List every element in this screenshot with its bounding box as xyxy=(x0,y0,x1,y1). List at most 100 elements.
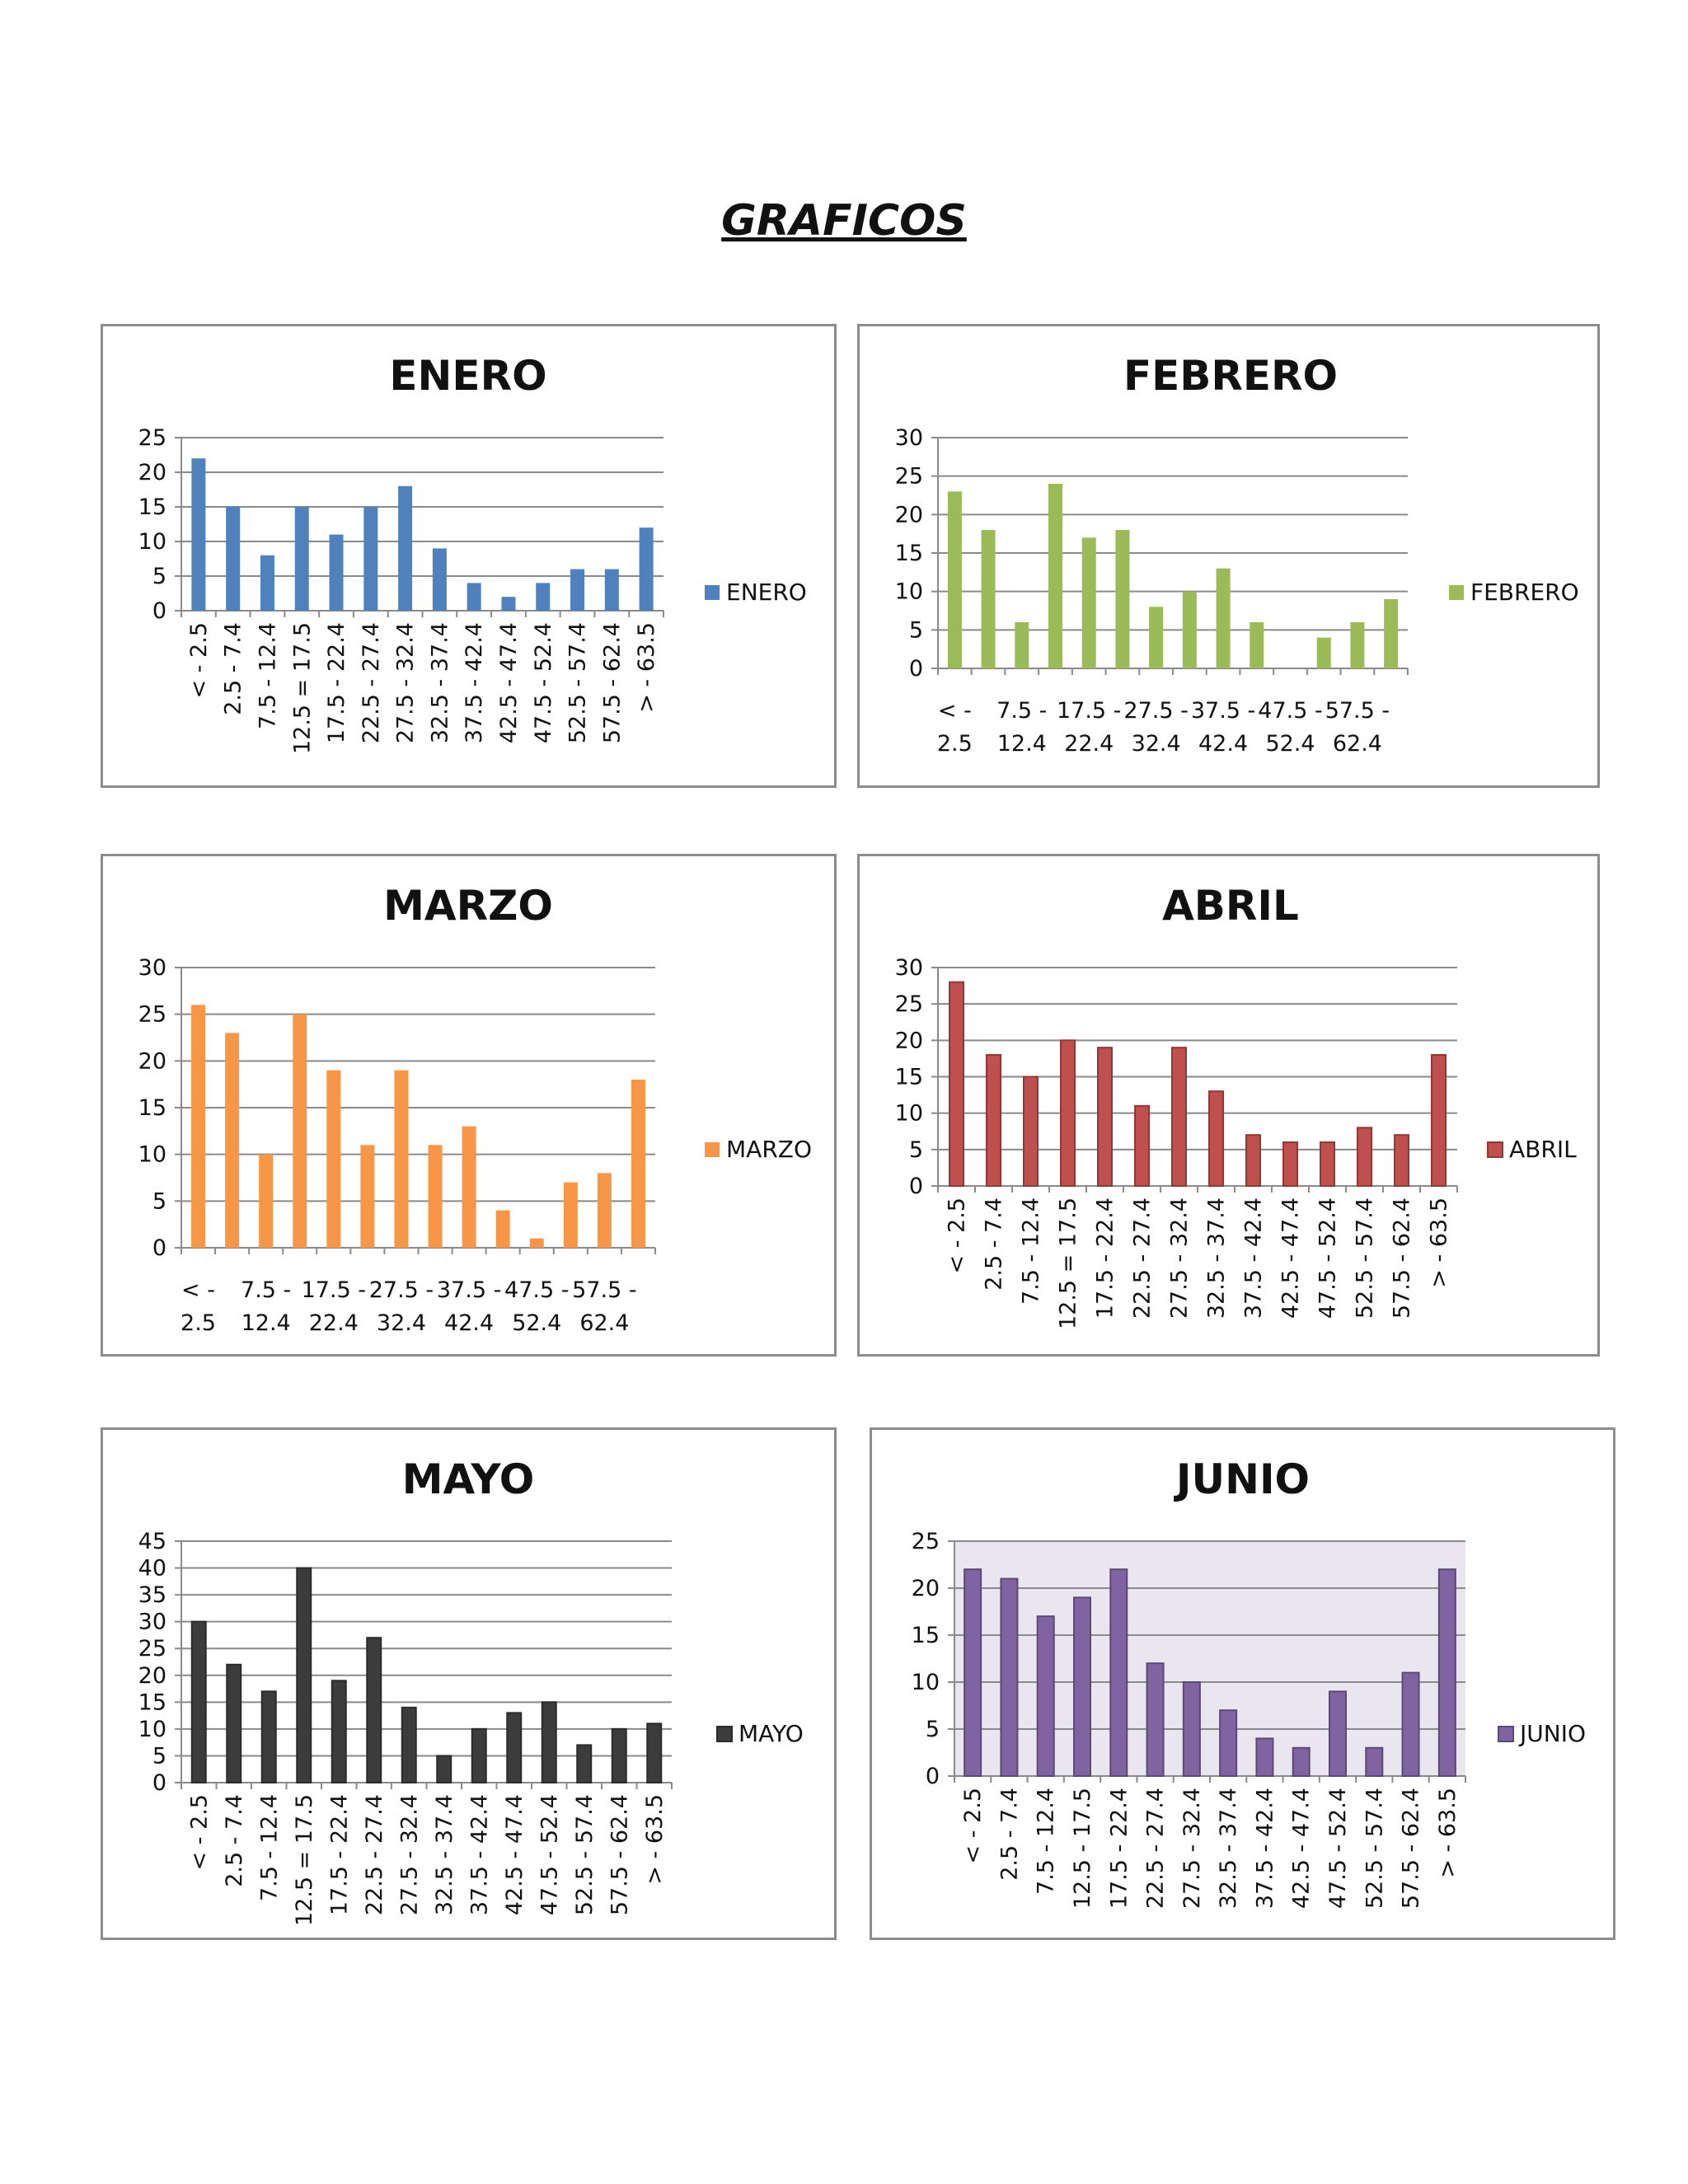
x-category-label: 37.5 - xyxy=(1191,698,1255,724)
bar-mayo-1 xyxy=(226,1663,242,1783)
x-category-label: 32.5 - 37.4 xyxy=(1216,1788,1241,1909)
legend-swatch-abril xyxy=(1487,1141,1503,1158)
bar-febrero-13 xyxy=(1384,599,1399,668)
bar-febrero-0 xyxy=(947,491,962,668)
bar-abril-5 xyxy=(1134,1104,1150,1188)
x-category-label: < - 2.5 xyxy=(186,1794,212,1870)
x-category-label: 12.5 = 17.5 xyxy=(1056,1197,1081,1329)
bar-junio-9 xyxy=(1292,1746,1311,1777)
bar-marzo-10 xyxy=(529,1238,544,1248)
chart-panel-abril: ABRIL 0 5 10 15 20 25 30 < - 2.5 2.5 - 7.4 7.5 - 1… xyxy=(857,854,1600,1357)
y-tick-label: 25 xyxy=(912,1529,940,1554)
x-category-label: 12.4 xyxy=(241,1310,291,1336)
chart-title-junio: JUNIO xyxy=(1174,1455,1310,1503)
bar-marzo-11 xyxy=(563,1182,578,1248)
bar-abril-9 xyxy=(1282,1141,1298,1187)
x-category-label: 47.5 - 52.4 xyxy=(537,1794,562,1915)
legend-swatch-mayo xyxy=(716,1726,733,1742)
bar-febrero-4 xyxy=(1081,537,1096,668)
x-category-label: 7.5 - 12.4 xyxy=(1034,1788,1059,1895)
x-category-label: 37.5 - xyxy=(437,1277,501,1303)
bar-abril-0 xyxy=(949,981,964,1187)
bar-enero-7 xyxy=(432,548,447,611)
x-category-label: 37.5 - 42.4 xyxy=(1241,1197,1267,1319)
x-category-label: 2.5 - 7.4 xyxy=(982,1197,1007,1291)
y-tick-label: 20 xyxy=(895,502,923,527)
x-category-label: 22.4 xyxy=(1064,731,1114,757)
y-tick-label: 20 xyxy=(138,1048,166,1074)
x-category-label: 42.5 - 47.4 xyxy=(1278,1197,1304,1319)
bar-junio-13 xyxy=(1437,1568,1456,1777)
x-category-label: 27.5 - 32.4 xyxy=(393,622,419,743)
x-category-label: < - xyxy=(938,698,972,724)
x-category-label: 12.4 xyxy=(997,731,1047,757)
y-tick-label: 20 xyxy=(138,460,166,485)
x-category-label: 32.5 - 37.4 xyxy=(1204,1197,1230,1319)
y-tick-label: 5 xyxy=(152,1743,166,1769)
x-category-label: 12.5 = 17.5 xyxy=(289,622,315,754)
y-tick-label: 10 xyxy=(138,1717,166,1742)
x-category-label: 7.5 - xyxy=(996,698,1047,724)
bar-marzo-2 xyxy=(259,1154,274,1248)
legend-label-febrero: FEBRERO xyxy=(1470,579,1579,606)
chart-title-febrero: FEBRERO xyxy=(1123,352,1338,400)
chart-panel-marzo: MARZO 0 5 10 15 20 25 30 < - 2.5 7.5 - 12.4 17.5 - 22… xyxy=(101,854,837,1357)
x-category-label: 57.5 - xyxy=(1325,698,1390,724)
x-category-label: < - 2.5 xyxy=(945,1197,970,1273)
y-tick-label: 40 xyxy=(138,1556,166,1582)
y-tick-label: 5 xyxy=(926,1717,940,1742)
x-category-label: < - 2.5 xyxy=(186,622,212,698)
y-tick-label: 0 xyxy=(926,1764,940,1789)
y-tick-label: 30 xyxy=(895,425,923,451)
bar-marzo-1 xyxy=(225,1033,240,1248)
x-category-label: 42.5 - 47.4 xyxy=(502,1794,528,1915)
bar-mayo-9 xyxy=(506,1712,523,1784)
y-tick-label: 10 xyxy=(138,1142,166,1168)
bar-febrero-7 xyxy=(1182,591,1197,668)
bar-mayo-0 xyxy=(190,1620,207,1783)
bar-marzo-12 xyxy=(597,1173,612,1248)
legend-label-junio: JUNIO xyxy=(1518,1720,1586,1747)
chart-title-marzo: MARZO xyxy=(383,882,553,930)
bar-marzo-8 xyxy=(462,1126,476,1248)
x-category-label: 37.5 - 42.4 xyxy=(462,622,487,743)
y-tick-label: 15 xyxy=(138,494,166,520)
x-category-label: 22.5 - 27.4 xyxy=(359,622,384,743)
y-tick-label: 25 xyxy=(138,1002,166,1028)
x-category-label: 27.5 - xyxy=(1123,698,1188,724)
bar-marzo-9 xyxy=(495,1210,510,1248)
x-category-label: 12.5 = 17.5 xyxy=(292,1794,317,1926)
x-category-label: 32.4 xyxy=(377,1310,426,1336)
bar-junio-1 xyxy=(1000,1577,1019,1777)
y-tick-label: 0 xyxy=(152,1770,166,1796)
y-tick-label: 10 xyxy=(895,579,923,605)
bar-enero-9 xyxy=(501,597,516,611)
bar-junio-3 xyxy=(1073,1596,1091,1777)
bar-junio-10 xyxy=(1329,1690,1347,1777)
bar-mayo-5 xyxy=(366,1637,382,1783)
x-category-label: 52.5 - 57.4 xyxy=(572,1794,598,1915)
x-category-label: 52.4 xyxy=(512,1310,561,1336)
bar-abril-8 xyxy=(1245,1134,1261,1187)
x-category-label: 47.5 - 52.4 xyxy=(1315,1197,1341,1319)
bar-febrero-1 xyxy=(981,530,996,668)
bar-abril-11 xyxy=(1357,1127,1372,1188)
y-tick-label: 15 xyxy=(138,1095,166,1121)
x-category-label: 27.5 - 32.4 xyxy=(1179,1788,1205,1909)
plot-area-background xyxy=(954,1541,1465,1776)
bar-enero-10 xyxy=(536,583,551,611)
x-category-label: 57.5 - 62.4 xyxy=(607,1794,632,1915)
bar-marzo-7 xyxy=(428,1145,443,1248)
y-tick-label: 10 xyxy=(912,1670,940,1695)
y-tick-label: 15 xyxy=(895,541,923,566)
bar-febrero-12 xyxy=(1350,622,1365,668)
x-category-label: 22.4 xyxy=(309,1310,359,1336)
x-category-label: 27.5 - xyxy=(369,1277,434,1303)
x-category-label: 57.5 - 62.4 xyxy=(1399,1788,1424,1909)
x-category-label: 57.5 - 62.4 xyxy=(599,622,625,743)
y-tick-label: 15 xyxy=(912,1623,940,1648)
bar-marzo-3 xyxy=(293,1014,307,1248)
x-category-label: 17.5 - xyxy=(302,1277,366,1303)
bar-febrero-2 xyxy=(1015,622,1029,668)
chart-panel-enero: ENERO 0 5 10 15 20 25 < - 2.5 2.5 - 7.4 7.5 - 12.… xyxy=(101,324,837,788)
